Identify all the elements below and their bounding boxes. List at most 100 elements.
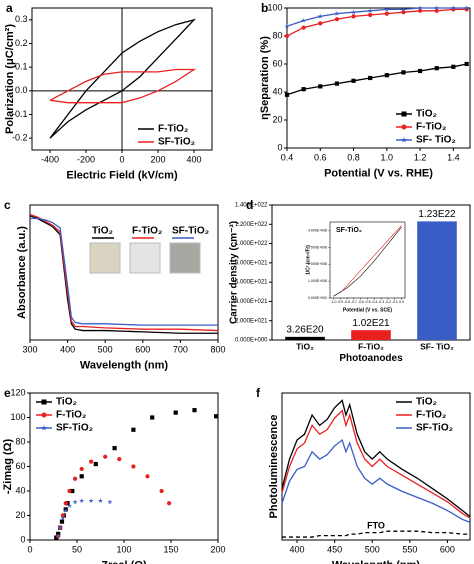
legend-label: TiO₂ bbox=[56, 397, 77, 408]
marker bbox=[79, 498, 85, 504]
panel-label: f bbox=[256, 386, 261, 400]
value-label: 1.02E21 bbox=[352, 318, 390, 329]
series-line bbox=[281, 409, 471, 519]
marker bbox=[400, 6, 407, 12]
marker bbox=[93, 461, 98, 467]
x-tick-label: 400 bbox=[290, 545, 305, 555]
legend-label: SF- TiO₂ bbox=[416, 135, 456, 146]
x-tick-label: 300 bbox=[22, 345, 37, 355]
marker bbox=[317, 13, 323, 19]
series-line bbox=[49, 68, 197, 104]
marker bbox=[70, 488, 75, 494]
legend-label: SF-TiO₂ bbox=[56, 423, 93, 434]
legend-label: SF-TiO₂ bbox=[172, 226, 209, 237]
x-tick-label: -0.4 bbox=[371, 300, 377, 304]
y-tick-label: 3.000E+008 bbox=[308, 245, 327, 249]
marker bbox=[434, 5, 440, 11]
x-tick-label: 150 bbox=[163, 545, 178, 555]
x-tick-label: -0.6 bbox=[358, 300, 364, 304]
y-axis-label: -Zimag (Ω) bbox=[2, 439, 14, 495]
legend-label: F-TiO₂ bbox=[132, 226, 162, 237]
y-tick-label: 120 bbox=[10, 387, 25, 397]
panel-label: c bbox=[4, 198, 11, 212]
marker bbox=[417, 8, 423, 13]
x-tick-label: 0.0 bbox=[399, 300, 404, 304]
x-axis-label: Electric Field (kV/cm) bbox=[66, 170, 178, 182]
y-tick-label: 4.000E+008 bbox=[308, 228, 327, 232]
series-line bbox=[333, 226, 402, 297]
y-tick-label: 6.000E+021 bbox=[235, 280, 268, 286]
y-tick-label: -0.1 bbox=[12, 109, 28, 119]
x-tick-label: -0.3 bbox=[378, 300, 384, 304]
y-tick-label: 0.3 bbox=[15, 14, 28, 24]
marker bbox=[88, 498, 94, 504]
x-tick-label: 500 bbox=[98, 345, 113, 355]
marker bbox=[334, 81, 340, 86]
marker bbox=[97, 498, 104, 504]
x-tick-label: -0.8 bbox=[344, 300, 350, 304]
y-tick-label: 20 bbox=[15, 510, 25, 520]
marker bbox=[450, 5, 456, 11]
x-tick-label: 200 bbox=[150, 155, 165, 165]
x-tick-label: 1.0 bbox=[381, 153, 394, 163]
y-tick-label: 0 bbox=[277, 142, 282, 152]
x-axis-label: Zreal (Ω) bbox=[101, 560, 147, 564]
x-tick-label: -1.0 bbox=[330, 300, 336, 304]
marker bbox=[334, 17, 340, 22]
series-line bbox=[282, 530, 470, 538]
x-tick-label: 400 bbox=[186, 155, 201, 165]
marker bbox=[334, 10, 340, 16]
annotation: FTO bbox=[367, 520, 385, 530]
sample-photo bbox=[169, 242, 201, 274]
marker bbox=[401, 111, 407, 117]
sample-photo bbox=[89, 242, 121, 274]
marker bbox=[103, 454, 108, 459]
marker bbox=[41, 399, 47, 405]
x-tick-label: 0.4 bbox=[281, 153, 294, 163]
panel-label: e bbox=[4, 386, 11, 400]
x-tick-label: -0.2 bbox=[385, 300, 391, 304]
plot-frame bbox=[29, 204, 219, 341]
series-line bbox=[286, 7, 467, 27]
marker bbox=[384, 73, 389, 78]
panel-label: d bbox=[246, 198, 253, 212]
marker bbox=[301, 87, 306, 92]
marker bbox=[131, 427, 136, 432]
marker bbox=[145, 474, 150, 479]
marker bbox=[159, 488, 164, 494]
bar bbox=[351, 330, 391, 340]
marker bbox=[401, 70, 406, 75]
x-axis-label: Potential (V vs. RHE) bbox=[324, 168, 433, 180]
marker bbox=[367, 8, 373, 14]
x-tick-label: 800 bbox=[210, 345, 225, 355]
marker bbox=[112, 446, 117, 451]
x-axis-label: Photoanodes bbox=[339, 353, 403, 364]
x-tick-label: 500 bbox=[365, 545, 380, 555]
y-tick-label: 8.000E+021 bbox=[235, 260, 268, 266]
y-axis-label: Photoluminescence bbox=[268, 415, 280, 519]
y-tick-label: 0.0 bbox=[15, 85, 28, 95]
y-tick-label: 100 bbox=[10, 412, 25, 422]
marker bbox=[59, 519, 65, 524]
panel-label: a bbox=[6, 1, 13, 15]
y-tick-label: 60 bbox=[272, 58, 282, 68]
marker bbox=[73, 476, 78, 481]
x-tick-label: 550 bbox=[402, 545, 417, 555]
y-tick-label: 0.000E+000 bbox=[308, 296, 327, 300]
marker bbox=[284, 23, 290, 29]
x-tick-label: -200 bbox=[77, 155, 95, 165]
x-tick-label: TiO₂ bbox=[296, 341, 314, 351]
marker bbox=[318, 21, 323, 26]
y-axis-label: Polarization (μC/cm²) bbox=[4, 24, 16, 134]
series-line bbox=[286, 8, 467, 37]
marker bbox=[301, 17, 307, 23]
legend-label: F-TiO₂ bbox=[158, 124, 188, 135]
marker bbox=[131, 464, 136, 469]
series-line bbox=[281, 438, 471, 523]
x-tick-label: 0 bbox=[119, 155, 124, 165]
x-tick-label: SF- TiO₂ bbox=[420, 341, 454, 351]
y-axis-label: Absorbance (a.u.) bbox=[16, 226, 28, 319]
marker bbox=[40, 424, 48, 431]
marker bbox=[57, 525, 63, 530]
y-tick-label: 2.000E+008 bbox=[308, 262, 327, 266]
